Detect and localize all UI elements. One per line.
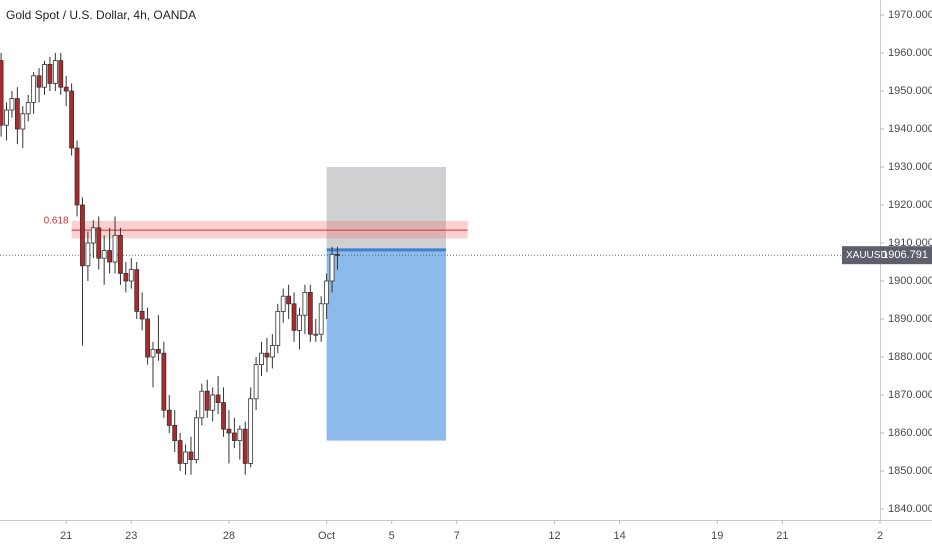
candle-body	[183, 451, 188, 464]
candle-body	[123, 272, 129, 282]
y-tick-label: 1970.000	[888, 9, 932, 21]
candle-body	[280, 295, 286, 312]
candle-body	[177, 440, 183, 464]
candle-body	[85, 242, 91, 267]
y-tick-label: 1950.000	[888, 85, 932, 97]
y-tick-label: 1920.000	[888, 199, 932, 211]
candle-body	[112, 234, 118, 263]
y-tick-label: 1840.000	[888, 503, 932, 515]
candle-body	[248, 398, 254, 464]
candle-body	[302, 291, 308, 316]
candle-body	[269, 345, 275, 358]
candle-body	[36, 75, 42, 88]
stop-zone	[326, 167, 446, 250]
candle-body	[118, 234, 123, 274]
candle-body	[145, 318, 150, 358]
x-tick-label: 7	[454, 530, 460, 542]
candle-body	[307, 291, 313, 335]
candle-body	[9, 98, 15, 111]
candle-body	[275, 310, 281, 346]
candle-body	[297, 314, 302, 331]
candle-body	[286, 295, 292, 305]
fib-label: 0.618	[44, 216, 69, 227]
candle-body	[210, 394, 216, 411]
candle-body	[101, 250, 107, 259]
candle-body	[172, 424, 178, 441]
x-tick-label: 23	[125, 530, 137, 542]
candle-body	[161, 352, 167, 411]
x-tick-label: 2	[877, 530, 883, 542]
x-tick-label: 5	[389, 530, 395, 542]
candle-body	[96, 227, 102, 259]
candle-body	[259, 352, 264, 366]
candle-body	[253, 364, 259, 400]
y-tick-label: 1940.000	[888, 123, 932, 135]
candle-body	[329, 253, 335, 282]
candle-body	[226, 428, 232, 434]
candle-body	[128, 269, 134, 282]
candle-body	[264, 352, 270, 358]
y-tick-label: 1880.000	[888, 351, 932, 363]
candle-body	[52, 60, 58, 84]
y-tick-label: 1960.000	[888, 47, 932, 59]
x-tick-label: 12	[548, 530, 560, 542]
candle-body	[42, 64, 47, 88]
candle-body	[134, 269, 140, 312]
candle-body	[324, 280, 330, 305]
y-tick-label: 1910.000	[888, 237, 932, 249]
candle-body	[237, 428, 243, 442]
candle-body	[215, 394, 221, 403]
x-tick-label: Oct	[318, 530, 335, 542]
plot-area: 0.618	[0, 53, 880, 475]
candle-body	[90, 227, 96, 244]
y-tick-label: 1850.000	[888, 465, 932, 477]
x-tick-label: 19	[711, 530, 723, 542]
candle-body	[74, 147, 80, 206]
last-price-label: 1906.791	[882, 249, 928, 261]
candle-body	[14, 98, 20, 130]
y-tick-label: 1900.000	[888, 275, 932, 287]
candle-body	[313, 333, 319, 336]
candle-body	[221, 402, 226, 430]
candle-body	[188, 451, 194, 460]
x-tick-label: 14	[613, 530, 625, 542]
candle-body	[69, 90, 75, 149]
candle-body	[20, 113, 26, 130]
candle-body	[318, 303, 324, 335]
candle-body	[150, 348, 156, 358]
candle-body	[193, 417, 199, 460]
y-tick-label: 1930.000	[888, 161, 932, 173]
chart-title: Gold Spot / U.S. Dollar, 4h, OANDA	[6, 8, 196, 22]
candle-body	[25, 102, 31, 115]
candle-body	[0, 60, 4, 126]
candle-body	[63, 86, 69, 92]
price-label-box	[842, 246, 932, 265]
candle-body	[156, 348, 161, 354]
candle-body	[47, 64, 53, 84]
candle-body	[58, 60, 64, 88]
candle-body	[242, 428, 248, 464]
target-zone	[326, 249, 446, 441]
candle-body	[199, 390, 205, 419]
candle-body	[231, 432, 237, 441]
y-tick-label: 1890.000	[888, 313, 932, 325]
symbol-label: XAUUSD	[846, 250, 888, 261]
candle-body	[4, 109, 9, 126]
x-tick-label: 21	[60, 530, 72, 542]
x-tick-label: 28	[223, 530, 235, 542]
x-tick-label: 21	[776, 530, 788, 542]
y-tick-label: 1860.000	[888, 427, 932, 439]
candle-body	[204, 390, 210, 411]
candle-body	[335, 253, 340, 256]
candle-body	[31, 75, 37, 103]
candle-body	[80, 204, 85, 267]
candle-body	[107, 250, 112, 263]
candle-body	[291, 303, 297, 331]
candle-body	[139, 310, 145, 320]
candle-body	[166, 409, 172, 426]
y-tick-label: 1870.000	[888, 389, 932, 401]
